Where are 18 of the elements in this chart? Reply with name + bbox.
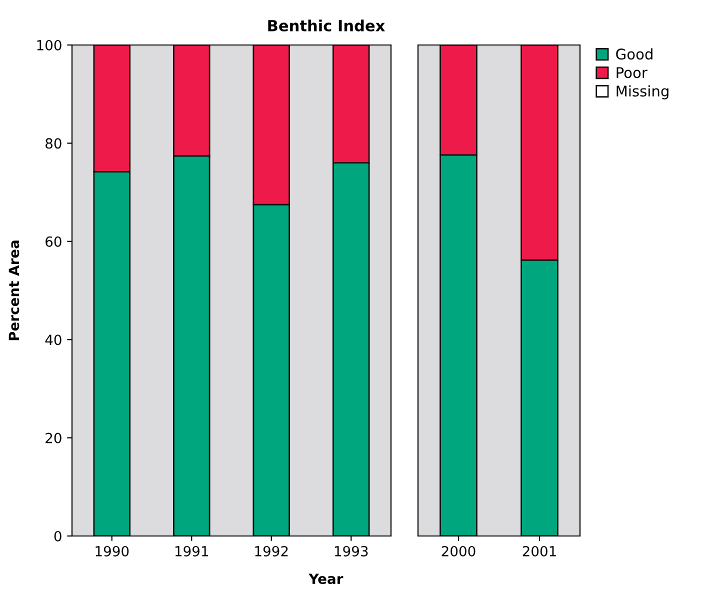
legend-label: Good — [616, 48, 652, 60]
x-tick-label: 1991 — [175, 546, 208, 556]
y-tick-label: 40 — [45, 334, 62, 346]
chart-title: Benthic Index — [268, 20, 385, 32]
legend-label: Poor — [616, 67, 648, 78]
legend-label: Missing — [616, 85, 668, 100]
y-tick-label: 80 — [46, 138, 62, 149]
y-tick-label: 100 — [37, 40, 62, 50]
x-tick-label: 2001 — [522, 546, 556, 556]
x-axis-title: Year — [308, 574, 344, 584]
y-tick-label: 0 — [54, 530, 62, 542]
x-tick-label: 1992 — [255, 546, 288, 556]
y-axis-title: Percent Area — [8, 240, 20, 340]
y-tick-label: 60 — [46, 236, 62, 247]
y-tick-label: 20 — [46, 432, 62, 444]
x-tick-label: 1990 — [96, 546, 129, 556]
x-tick-label: 1993 — [334, 546, 368, 556]
x-tick-label: 2000 — [442, 546, 476, 556]
